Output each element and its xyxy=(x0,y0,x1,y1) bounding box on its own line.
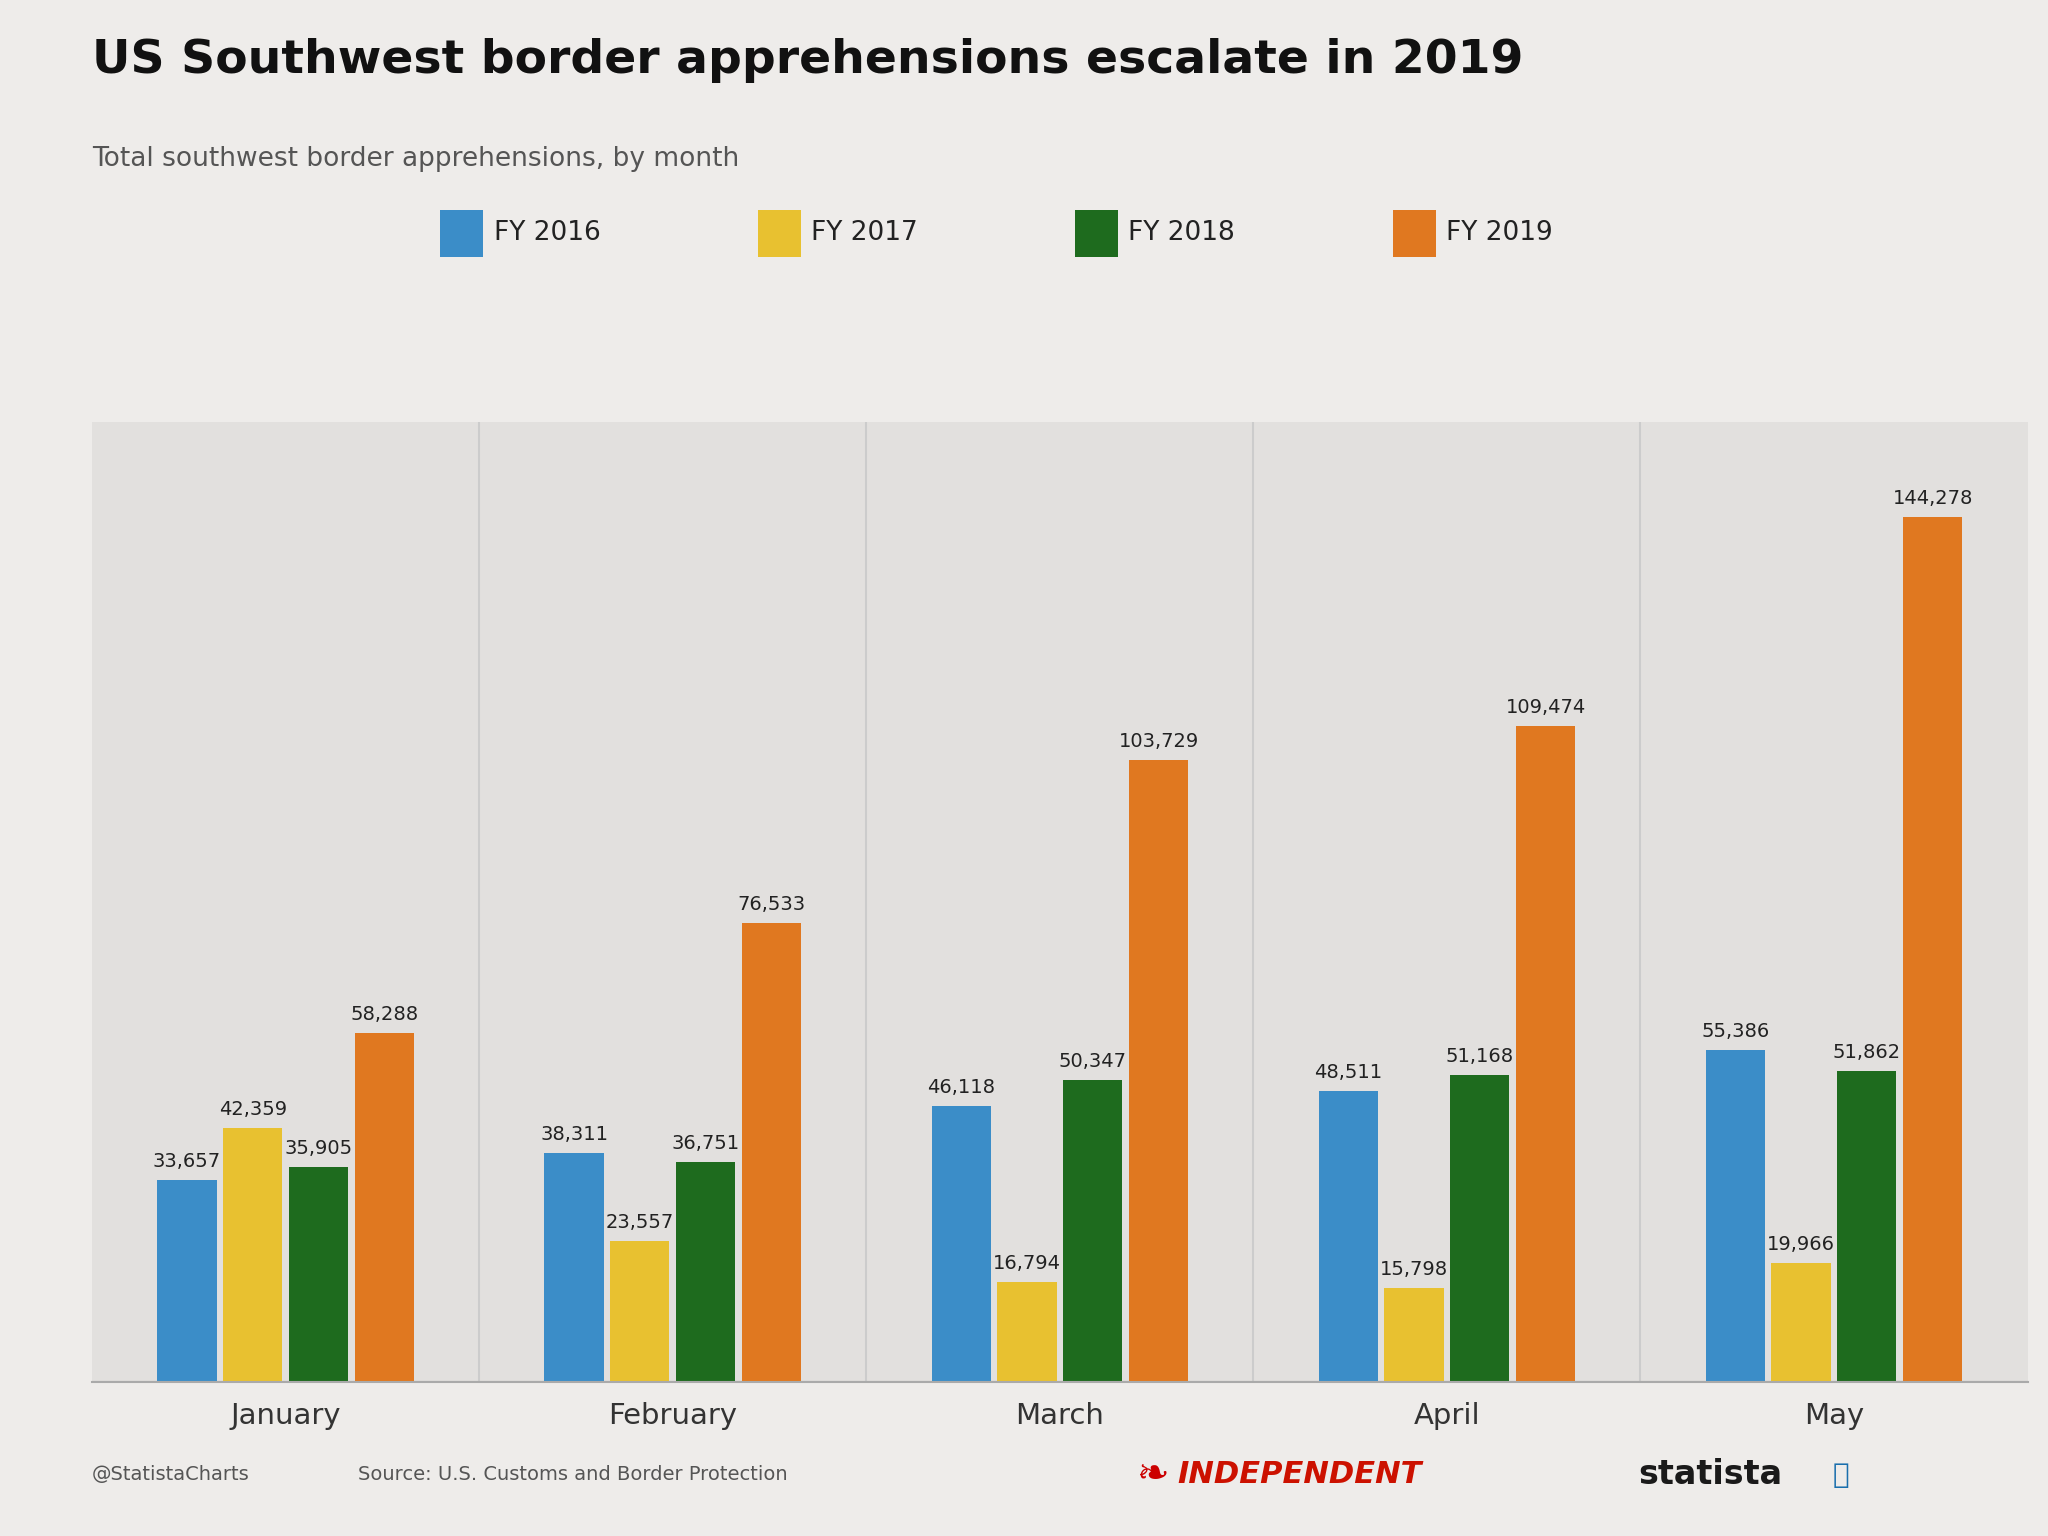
Text: FY 2018: FY 2018 xyxy=(1128,221,1235,246)
Text: Total southwest border apprehensions, by month: Total southwest border apprehensions, by… xyxy=(92,146,739,172)
Text: 48,511: 48,511 xyxy=(1315,1063,1382,1083)
Bar xyxy=(354,1032,414,1382)
Text: 109,474: 109,474 xyxy=(1505,697,1585,717)
Bar xyxy=(545,1152,604,1382)
Text: 76,533: 76,533 xyxy=(737,895,805,914)
Bar xyxy=(1128,760,1188,1382)
Bar xyxy=(1837,1071,1896,1382)
Text: 36,751: 36,751 xyxy=(672,1134,739,1154)
Text: 46,118: 46,118 xyxy=(928,1078,995,1097)
Bar xyxy=(610,1241,670,1382)
Bar xyxy=(676,1161,735,1382)
Text: 51,862: 51,862 xyxy=(1833,1043,1901,1063)
Bar xyxy=(158,1181,217,1382)
Text: 35,905: 35,905 xyxy=(285,1140,352,1158)
Text: ❧: ❧ xyxy=(1137,1456,1169,1493)
Text: 33,657: 33,657 xyxy=(154,1152,221,1172)
Text: 51,168: 51,168 xyxy=(1446,1048,1513,1066)
Bar xyxy=(1063,1080,1122,1382)
Bar xyxy=(1384,1287,1444,1382)
Text: 38,311: 38,311 xyxy=(541,1124,608,1143)
Text: FY 2017: FY 2017 xyxy=(811,221,918,246)
Bar xyxy=(741,923,801,1382)
Bar xyxy=(997,1281,1057,1382)
Text: 16,794: 16,794 xyxy=(993,1253,1061,1273)
Text: @StatistaCharts: @StatistaCharts xyxy=(92,1465,250,1484)
Text: US Southwest border apprehensions escalate in 2019: US Southwest border apprehensions escala… xyxy=(92,38,1524,83)
Text: INDEPENDENT: INDEPENDENT xyxy=(1178,1461,1421,1488)
Text: Source: U.S. Customs and Border Protection: Source: U.S. Customs and Border Protecti… xyxy=(358,1465,788,1484)
Text: 50,347: 50,347 xyxy=(1059,1052,1126,1071)
Bar xyxy=(223,1129,283,1382)
Text: 144,278: 144,278 xyxy=(1892,488,1972,508)
Bar xyxy=(1450,1075,1509,1382)
Text: 55,386: 55,386 xyxy=(1702,1021,1769,1041)
Bar xyxy=(289,1167,348,1382)
Text: 15,798: 15,798 xyxy=(1380,1260,1448,1278)
Text: FY 2019: FY 2019 xyxy=(1446,221,1552,246)
Bar xyxy=(1516,725,1575,1382)
Text: FY 2016: FY 2016 xyxy=(494,221,600,246)
Text: 58,288: 58,288 xyxy=(350,1005,418,1023)
Text: 19,966: 19,966 xyxy=(1767,1235,1835,1253)
Bar xyxy=(932,1106,991,1382)
Bar xyxy=(1903,516,1962,1382)
Bar xyxy=(1706,1051,1765,1382)
Text: 23,557: 23,557 xyxy=(606,1213,674,1232)
Text: 103,729: 103,729 xyxy=(1118,733,1198,751)
Text: 42,359: 42,359 xyxy=(219,1100,287,1120)
Bar xyxy=(1772,1263,1831,1382)
Text: ⬛: ⬛ xyxy=(1833,1461,1849,1488)
Text: statista: statista xyxy=(1638,1458,1782,1491)
Bar xyxy=(1319,1092,1378,1382)
